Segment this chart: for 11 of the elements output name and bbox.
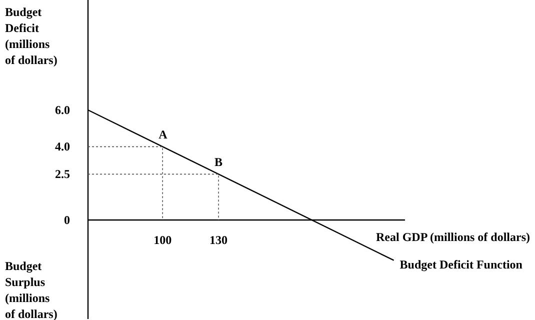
annotation: A [158, 128, 168, 142]
y-tick-label: 0 [64, 213, 70, 227]
x-tick-label: 130 [210, 233, 228, 247]
y-tick-label: 6.0 [55, 103, 70, 117]
series-label: Budget Deficit Function [400, 257, 523, 272]
y-axis-title: Budget Deficit (millions of dollars) [5, 5, 58, 67]
x-tick-label: 100 [154, 233, 172, 247]
annotation: B [214, 155, 223, 170]
y-tick-label: 2.5 [55, 167, 70, 182]
y-tick-label: 4.0 [55, 140, 70, 154]
x-axis-title: Real GDP (millions of dollars) [376, 230, 530, 244]
